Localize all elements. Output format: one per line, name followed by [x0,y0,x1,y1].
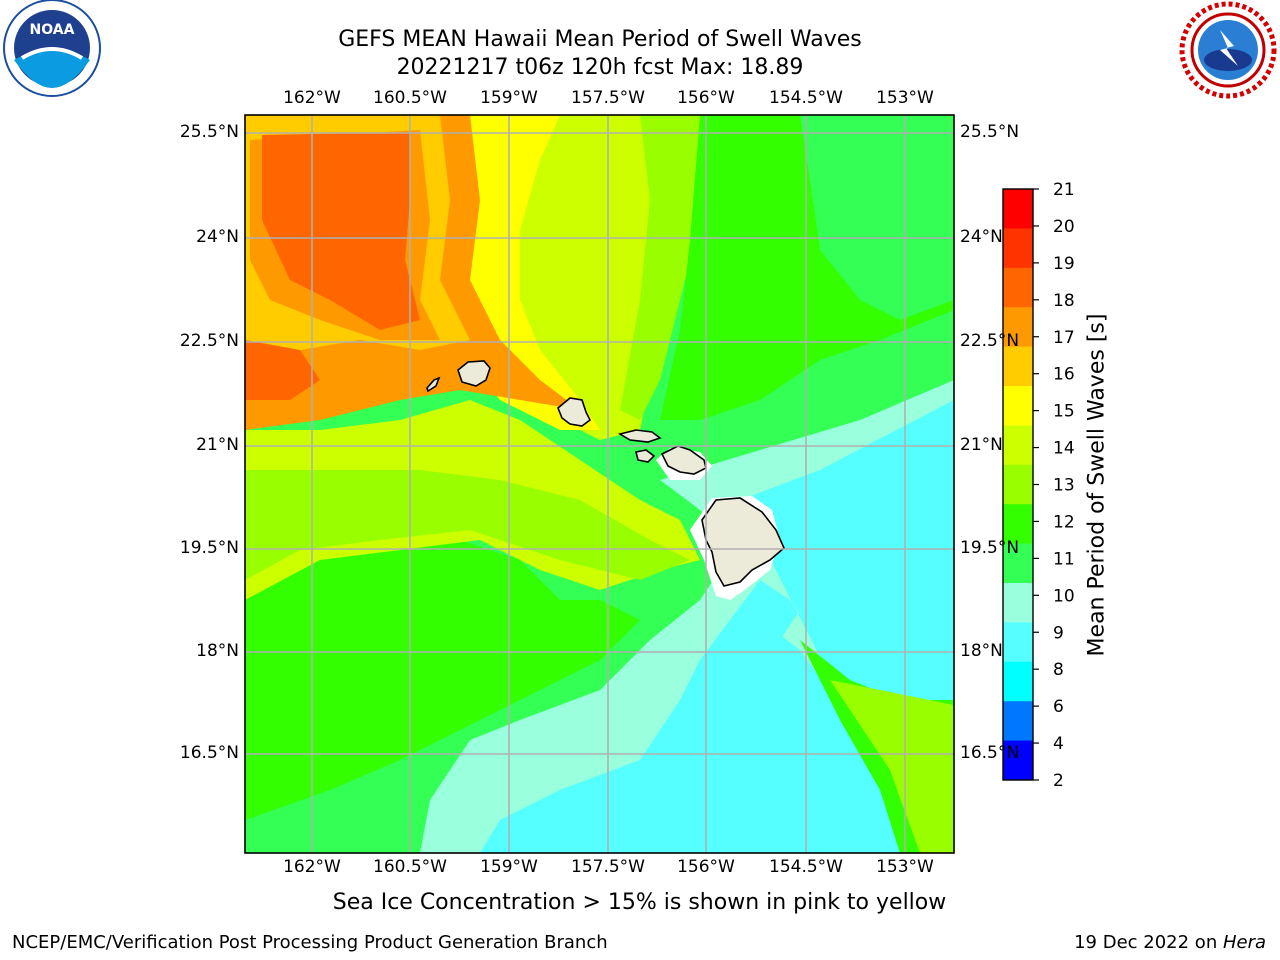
lat-label-left: 19.5°N [179,538,239,558]
colorbar-tick-label: 18 [1053,291,1075,311]
lon-label-top: 162°W [283,88,341,108]
lon-label-bottom: 162°W [283,857,341,877]
colorbar-tick-label: 14 [1053,439,1075,459]
sea-ice-note: Sea Ice Concentration > 15% is shown in … [332,890,947,915]
colorbar-tick-label: 13 [1053,476,1075,496]
colorbar-swatch [1003,189,1033,229]
lat-label-left: 16.5°N [179,743,239,763]
colorbar-swatch [1003,504,1033,545]
field-region-13-14s [245,470,690,580]
field-region-18-19s-west [245,340,320,400]
colorbar-swatch [1003,622,1033,663]
lat-label-right: 18°N [960,641,1003,661]
lat-label-right: 25.5°N [960,122,1020,142]
lon-label-bottom: 153°W [876,857,934,877]
colorbar-swatch [1003,701,1033,742]
lat-label-left: 24°N [196,227,239,247]
colorbar-tick-label: 19 [1053,254,1075,274]
colorbar-tick-label: 12 [1053,512,1075,532]
colorbar-tick-label: 6 [1053,697,1064,717]
colorbar-swatch [1003,425,1033,466]
lon-label-top: 154.5°W [769,88,843,108]
island-lanai [635,449,656,463]
lat-label-right: 22.5°N [960,331,1020,351]
lon-label-top: 153°W [876,88,934,108]
lon-label-bottom: 159°W [480,857,538,877]
lat-label-left: 22.5°N [179,331,239,351]
colorbar-tick-label: 2 [1053,771,1064,791]
svg-text:NOAA: NOAA [30,22,75,38]
nws-logo [1179,1,1277,99]
colorbar-tick-label: 10 [1053,586,1075,606]
footer-date: 19 Dec 2022 on [1074,932,1223,953]
lon-label-top: 159°W [480,88,538,108]
island-molokai [617,429,662,443]
colorbar-tick-label: 11 [1053,549,1075,569]
field-region-18-19s [262,132,420,330]
island-hawaii [701,497,785,587]
colorbar-swatch [1003,740,1033,781]
map-gridlines [245,115,954,853]
field-region-13-14s-se [830,680,954,853]
lat-label-left: 21°N [196,435,239,455]
colorbar-swatches [1003,189,1033,781]
map-frame [244,114,955,854]
colorbar-tick-label: 9 [1053,623,1064,643]
colorbar-tick-label: 21 [1053,180,1075,200]
field-region-11-12s-sw [245,540,640,820]
lat-label-left: 25.5°N [179,122,239,142]
colorbar-swatch [1003,661,1033,702]
colorbar-tick-label: 8 [1053,660,1064,680]
noaa-logo: NOAA [3,0,101,97]
footer-machine: Hera [1222,932,1266,953]
island-niihau [426,376,441,393]
lon-label-bottom: 160.5°W [373,857,447,877]
lon-label-top: 157.5°W [571,88,645,108]
lon-label-top: 160.5°W [373,88,447,108]
colorbar-tick-label: 16 [1053,365,1075,385]
colorbar-tick-label: 15 [1053,402,1075,422]
chart-title-line1: GEFS MEAN Hawaii Mean Period of Swell Wa… [338,27,862,52]
islands [426,360,785,587]
field-region-8-9s-south [520,620,900,853]
lat-label-right: 19.5°N [960,538,1020,558]
colorbar-tick-label: 4 [1053,734,1064,754]
lat-label-right: 21°N [960,435,1003,455]
lon-label-bottom: 157.5°W [571,857,645,877]
lon-label-bottom: 154.5°W [769,857,843,877]
colorbar-swatch [1003,307,1033,348]
colorbar-swatch [1003,464,1033,505]
colorbar-ticks: 21 20 19 18 17 16 15 14 13 12 11 10 9 8 6 4 2 [1033,180,1075,791]
colorbar-tick-label: 20 [1053,217,1075,237]
island-oahu [557,397,592,427]
lat-label-right: 24°N [960,227,1003,247]
swell-period-field [245,115,954,853]
lat-label-right: 16.5°N [960,743,1020,763]
colorbar-swatch [1003,267,1033,308]
colorbar-swatch [1003,386,1033,426]
colorbar-swatch [1003,228,1033,269]
colorbar-swatch [1003,583,1033,623]
island-kauai [457,360,491,387]
footer-right: 19 Dec 2022 on Hera [1074,932,1266,953]
field-region-13-14s-north [620,115,760,420]
colorbar-label: Mean Period of Swell Waves [s] [1084,313,1110,657]
colorbar-tick-label: 17 [1053,328,1075,348]
chart-title-line2: 20221217 t06z 120h fcst Max: 18.89 [396,55,804,80]
footer-left: NCEP/EMC/Verification Post Processing Pr… [12,932,608,953]
lat-label-left: 18°N [196,641,239,661]
lon-label-top: 156°W [677,88,735,108]
field-region-10-11s-ne [800,115,954,320]
lon-label-bottom: 156°W [677,857,735,877]
colorbar-swatch [1003,543,1033,584]
colorbar-swatch [1003,346,1033,387]
